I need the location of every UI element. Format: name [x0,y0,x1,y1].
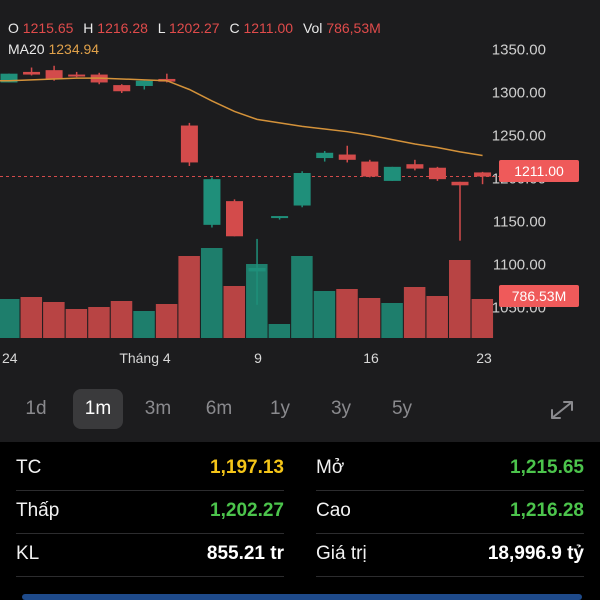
divider [316,576,584,577]
ma-label: MA20 [8,41,45,57]
range-3m-button[interactable]: 3m [144,398,172,419]
ma-value: 1234.94 [48,41,100,57]
candle-body [451,181,469,186]
candle-body [361,161,379,177]
divider [316,533,584,534]
x-tick-label: 9 [254,350,262,366]
volume-bar [65,309,88,338]
expand-icon[interactable] [548,398,576,422]
high-stat-value: 1,216.28 [510,500,584,521]
candle-body [113,85,131,92]
tc-value: 1,197.13 [210,457,284,478]
candle-body [0,73,18,83]
volume-bar [471,299,494,338]
volume-bar [178,256,200,338]
candle-body [406,164,424,169]
candle-body [180,125,198,163]
volume-bar [20,297,43,338]
volume-bar [381,303,403,338]
candlestick-chart[interactable] [0,0,600,378]
x-tick-label: 16 [363,350,379,366]
low-value: 1202.27 [168,20,220,36]
range-6m-button[interactable]: 6m [205,398,233,419]
volume-bar [336,289,358,338]
volume-bar [403,287,426,338]
open-stat-value: 1,215.65 [510,457,584,478]
range-3y-button[interactable]: 3y [330,398,352,419]
time-range-selector: 1d 1m 3m 6m 1y 3y 5y [0,378,600,442]
candle-body [316,152,334,159]
open-value: 1215.65 [22,20,74,36]
range-1y-button[interactable]: 1y [269,398,291,419]
range-5y-button[interactable]: 5y [391,398,413,419]
candle-body [226,201,243,237]
candle-body [23,71,41,75]
volume-bar [449,260,471,338]
volume-bar [155,304,178,338]
low-label: L [157,20,166,36]
volume-stat-label: KL [16,543,40,564]
candle-body [271,216,289,219]
volume-label: Vol [302,20,323,36]
high-stat-label: Cao [316,500,351,521]
y-tick-label: 1100.00 [492,256,546,274]
high-label: H [83,20,94,36]
candle-body [68,74,86,77]
y-tick-label: 1300.00 [491,84,546,102]
range-1m-button[interactable]: 1m [73,389,123,429]
high-value: 1216.28 [97,20,148,36]
divider [316,490,584,491]
range-1d-button[interactable]: 1d [25,398,47,419]
volume-stat-value: 855.21 tr [206,543,284,564]
candle-body [248,267,266,272]
volume-bar [268,324,291,338]
volume-value: 786,53M [326,20,381,36]
open-label: O [8,20,19,36]
volume-bar [43,302,65,338]
volume-bar [0,299,20,338]
low-stat-label: Thấp [16,500,60,521]
candle-body [338,154,356,160]
y-tick-label: 1350.00 [491,41,546,59]
open-stat-label: Mở [316,457,345,478]
candle-body [383,166,401,181]
candle-body [203,179,221,225]
candle-body [428,167,446,180]
x-tick-label: Tháng 4 [119,350,171,366]
bottom-action-bar[interactable] [22,594,582,600]
tc-label: TC [16,457,42,478]
stats-panel: TC 1,197.13 Mở 1,215.65 Thấp 1,202.27 Ca… [0,442,600,600]
last-volume-tag: 786.53M [499,285,579,307]
volume-bar [358,298,381,338]
divider [16,576,284,577]
volume-bar [426,296,448,338]
close-label: C [229,20,240,36]
volume-bar [88,307,110,338]
volume-bar [291,256,313,338]
ma20-line [0,77,483,157]
volume-bar [200,248,223,338]
ma-readout: MA20 1234.94 [8,41,99,57]
candle-body [135,80,153,86]
close-value: 1211.00 [243,20,294,36]
price-chart[interactable]: O 1215.65 H 1216.28 L 1202.27 C 1211.00 … [0,0,600,378]
low-stat-value: 1,202.27 [210,500,284,521]
volume-bar [133,311,155,338]
x-tick-label: 24 [2,350,18,366]
value-stat-value: 18,996.9 tỷ [487,543,584,564]
volume-bar [223,286,245,338]
value-stat-label: Giá trị [316,543,367,564]
candle-body [45,70,63,79]
ohlc-readout: O 1215.65 H 1216.28 L 1202.27 C 1211.00 … [8,20,387,36]
y-tick-label: 1150.00 [492,213,546,231]
volume-bar [313,291,336,338]
y-tick-label: 1250.00 [491,127,546,145]
candle-body [474,172,492,177]
volume-bar [110,301,133,338]
last-price-tag: 1211.00 [499,160,579,182]
candle-body [293,172,311,206]
divider [16,533,284,534]
divider [16,490,284,491]
x-tick-label: 23 [476,350,492,366]
